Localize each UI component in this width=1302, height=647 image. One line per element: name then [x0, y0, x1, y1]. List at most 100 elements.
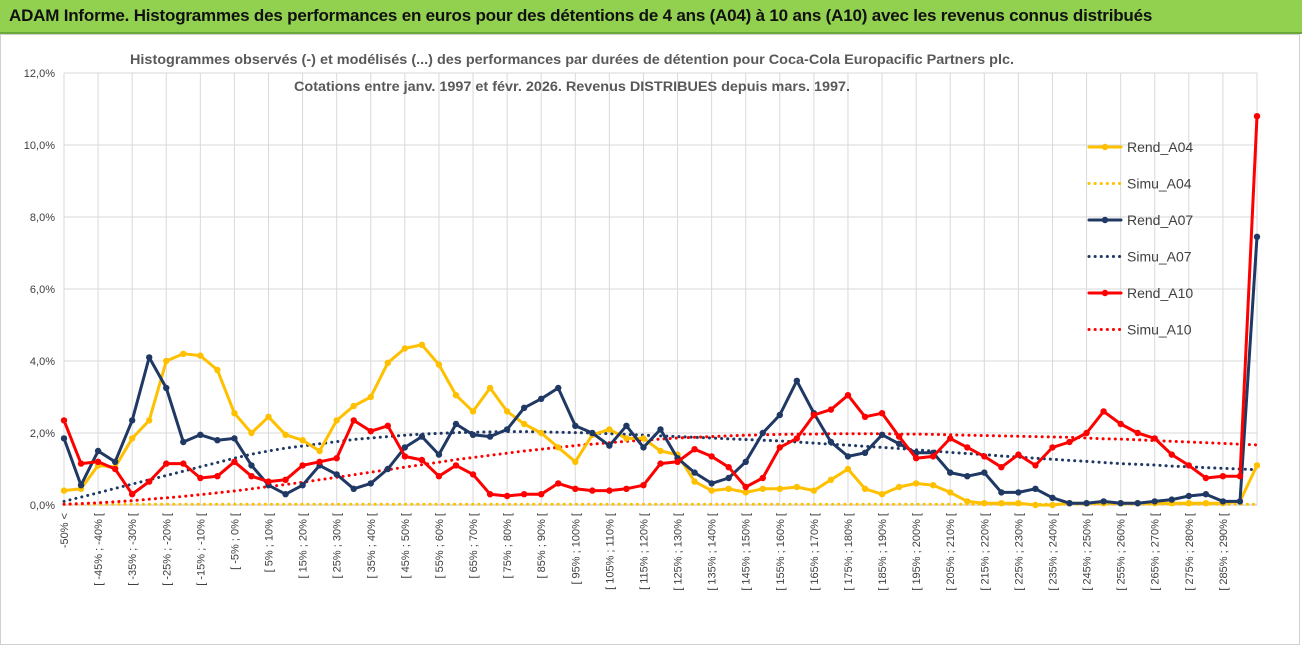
data-point-rend-a07: [538, 395, 545, 402]
data-point-rend-a10: [742, 483, 749, 491]
data-point-rend-a10: [367, 428, 374, 435]
x-tick-label: [ 165% ; 170% [: [809, 513, 821, 591]
legend-label-rend-a07: Rend_A07: [1127, 212, 1193, 228]
data-point-rend-a07: [418, 433, 426, 440]
series-line-simu-a07: [62, 430, 1259, 503]
data-point-rend-a07: [657, 426, 664, 433]
x-tick-label: [ 235% ; 240% [: [1047, 513, 1059, 591]
data-point-rend-a04: [776, 485, 783, 492]
data-point-rend-a04: [60, 487, 68, 494]
data-point-rend-a04: [725, 485, 732, 492]
x-tick-label: [ 55% ; 60% [: [434, 513, 446, 578]
y-tick-label: 2,0%: [30, 428, 55, 440]
data-point-rend-a10: [691, 446, 698, 453]
data-point-rend-a07: [282, 491, 289, 498]
data-point-rend-a10: [1185, 462, 1193, 469]
x-tick-label: [ -5% ; 0% [: [229, 513, 241, 570]
data-point-rend-a07: [333, 471, 340, 478]
data-point-rend-a07: [180, 438, 187, 446]
data-point-rend-a10: [401, 453, 409, 460]
data-point-rend-a10: [128, 491, 136, 498]
chart-title-line-1: Histogrammes observés (-) et modélisés (…: [130, 52, 1014, 67]
data-point-rend-a04: [623, 435, 630, 442]
data-point-rend-a07: [1049, 494, 1056, 501]
data-point-rend-a07: [1032, 485, 1039, 492]
data-point-rend-a07: [827, 438, 835, 446]
data-point-rend-a04: [1202, 500, 1210, 507]
data-point-rend-a07: [1236, 498, 1244, 505]
data-point-rend-a04: [572, 458, 579, 465]
data-point-rend-a04: [486, 384, 494, 392]
report-banner: ADAM Informe. Histogrammes des performan…: [0, 0, 1302, 34]
x-tick-label: [ 25% ; 30% [: [332, 513, 344, 578]
data-point-rend-a07: [793, 377, 801, 384]
data-point-rend-a07: [231, 435, 238, 442]
x-tick-label: [ 95% ; 100% [: [570, 513, 582, 585]
data-point-rend-a04: [981, 500, 988, 507]
x-tick-label: [ 75% ; 80% [: [502, 513, 514, 578]
data-point-rend-a07: [435, 451, 443, 458]
data-point-rend-a04: [964, 498, 971, 505]
y-tick-label: 0,0%: [30, 500, 55, 512]
data-point-rend-a10: [947, 435, 954, 442]
data-point-rend-a04: [827, 476, 835, 483]
data-point-rend-a10: [248, 473, 255, 480]
data-point-rend-a07: [1015, 489, 1022, 496]
data-point-rend-a04: [520, 420, 528, 428]
data-point-rend-a04: [469, 408, 477, 415]
data-point-rend-a07: [1202, 491, 1210, 498]
data-point-rend-a10: [94, 458, 102, 465]
data-point-rend-a04: [708, 487, 715, 494]
data-point-rend-a07: [1117, 500, 1124, 507]
data-point-rend-a07: [367, 480, 374, 487]
data-point-rend-a07: [572, 422, 579, 429]
x-tick-label: [ 215% ; 220% [: [979, 513, 991, 591]
data-point-rend-a10: [708, 453, 715, 460]
data-point-rend-a07: [248, 462, 255, 469]
data-point-rend-a10: [759, 474, 766, 482]
data-point-rend-a10: [555, 480, 562, 487]
y-tick-label: 6,0%: [30, 284, 55, 296]
data-point-rend-a10: [640, 482, 647, 489]
data-point-rend-a10: [861, 413, 869, 420]
data-point-rend-a04: [657, 447, 664, 455]
data-point-rend-a04: [929, 482, 937, 489]
data-point-rend-a07: [708, 480, 715, 487]
data-point-rend-a07: [60, 435, 68, 442]
data-point-rend-a10: [77, 460, 85, 467]
x-tick-label: [ 115% ; 120% [: [638, 513, 650, 590]
data-point-rend-a04: [384, 359, 392, 366]
data-point-rend-a07: [1168, 496, 1175, 503]
data-point-rend-a10: [180, 460, 187, 467]
data-point-rend-a07: [776, 411, 783, 419]
data-point-rend-a04: [810, 487, 818, 494]
data-point-rend-a04: [316, 447, 323, 455]
data-point-rend-a10: [964, 444, 971, 451]
data-point-rend-a04: [163, 357, 170, 365]
x-tick-label: [ 185% ; 190% [: [877, 513, 889, 591]
data-point-rend-a07: [214, 437, 221, 444]
data-point-rend-a07: [452, 420, 460, 428]
data-point-rend-a07: [384, 465, 392, 473]
data-point-rend-a07: [640, 444, 647, 451]
data-point-rend-a10: [163, 460, 170, 467]
data-point-rend-a07: [623, 422, 630, 429]
data-point-rend-a10: [231, 458, 238, 465]
data-point-rend-a07: [742, 458, 749, 465]
data-point-rend-a07: [981, 469, 988, 476]
data-point-rend-a07: [1253, 233, 1261, 240]
legend-label-simu-a07: Simu_A07: [1127, 249, 1192, 265]
x-tick-label: [ 45% ; 50% [: [400, 513, 412, 578]
data-point-rend-a04: [861, 485, 869, 492]
data-point-rend-a10: [111, 465, 119, 473]
data-point-rend-a07: [1185, 492, 1193, 500]
data-point-rend-a10: [333, 455, 340, 462]
data-point-rend-a07: [197, 431, 204, 438]
x-tick-label: [ -35% ; -30% [: [127, 513, 139, 586]
data-point-rend-a10: [725, 464, 732, 471]
data-point-rend-a10: [214, 473, 221, 480]
data-point-rend-a10: [1049, 444, 1056, 451]
data-point-rend-a10: [469, 471, 477, 478]
data-point-rend-a04: [538, 429, 545, 437]
data-point-rend-a10: [793, 435, 801, 442]
